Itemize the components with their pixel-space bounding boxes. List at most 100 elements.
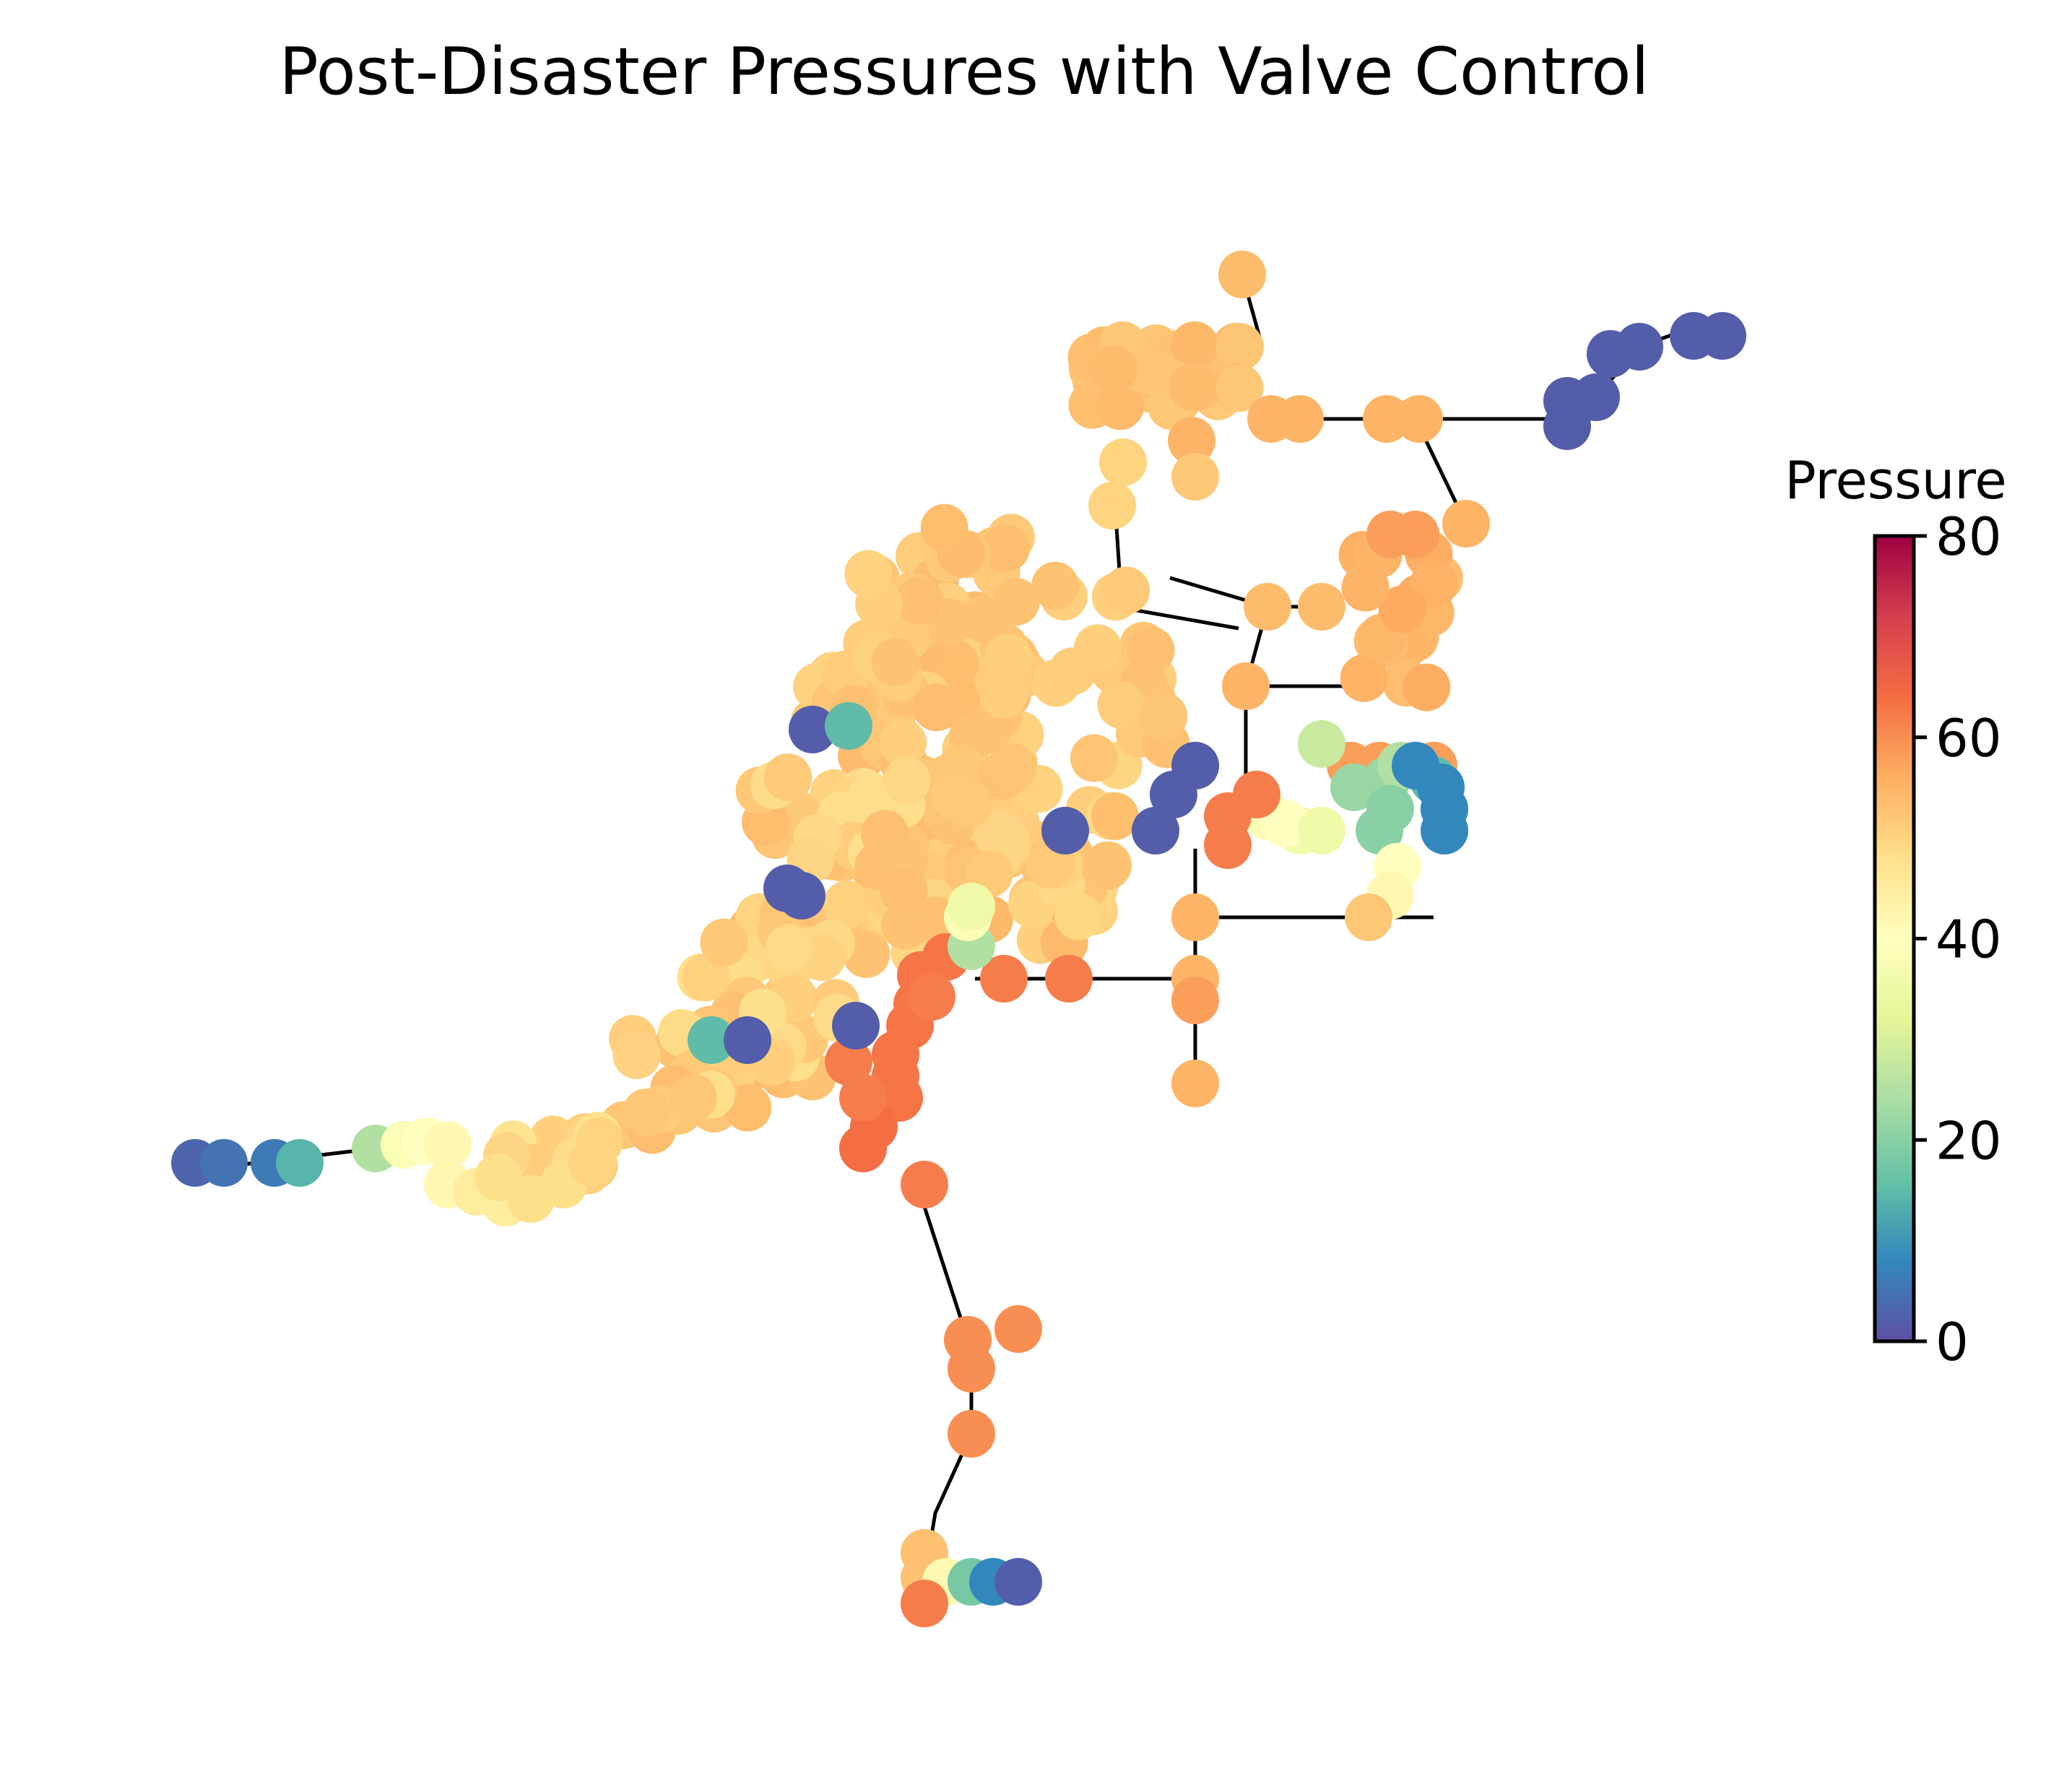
junction-node: [994, 1305, 1042, 1353]
junction-node: [1616, 323, 1663, 371]
junction-node: [984, 633, 1033, 682]
junction-node: [1054, 892, 1103, 940]
junction-node: [908, 973, 955, 1021]
junction-node: [1262, 800, 1309, 847]
junction-node: [1090, 345, 1138, 394]
junction-node: [200, 1139, 248, 1187]
junction-nodes: [171, 251, 1746, 1627]
junction-node: [871, 638, 919, 686]
junction-node: [623, 1088, 670, 1136]
junction-node: [1215, 364, 1264, 412]
junction-node: [883, 757, 931, 805]
junction-node: [1127, 348, 1176, 397]
junction-node: [1140, 692, 1188, 740]
junction-node: [901, 1161, 948, 1208]
junction-node: [1421, 807, 1468, 854]
junction-node: [1169, 363, 1217, 412]
junction-node: [1341, 563, 1390, 612]
junction-node: [763, 753, 812, 802]
junction-node: [1041, 807, 1089, 854]
junction-node: [1345, 893, 1392, 941]
colorbar-gradient: [1875, 536, 1914, 1341]
junction-node: [276, 1139, 324, 1187]
junction-node: [980, 955, 1028, 1003]
junction-node: [1102, 566, 1150, 615]
junction-node: [1442, 500, 1490, 547]
colorbar-tick-label: 20: [1936, 1110, 2002, 1171]
junction-node: [825, 1038, 872, 1086]
junction-node: [1127, 626, 1175, 675]
junction-node: [1204, 821, 1252, 869]
colorbar-ticks: 0 20 40 60 80: [1914, 506, 2002, 1372]
colorbar-tick-label: 60: [1936, 708, 2002, 769]
junction-node: [1096, 382, 1144, 430]
junction-node: [682, 953, 730, 1002]
junction-node: [989, 743, 1037, 792]
junction-node: [844, 550, 893, 598]
junction-node: [1083, 841, 1132, 890]
junction-node: [920, 503, 968, 552]
junction-node: [1395, 395, 1443, 443]
junction-node: [1171, 453, 1219, 501]
junction-node: [1168, 417, 1215, 464]
junction-node: [1073, 624, 1122, 672]
junction-node: [901, 1580, 948, 1627]
junction-node: [669, 1074, 717, 1122]
junction-node: [1298, 720, 1345, 768]
junction-node: [895, 576, 943, 625]
junction-node: [612, 1031, 661, 1080]
junction-node: [1247, 395, 1295, 443]
pressure-colorbar: Pressure 0 20 40 60 80: [1785, 450, 2006, 1372]
junction-node: [879, 719, 927, 767]
colorbar-tick-label: 40: [1936, 909, 2002, 970]
junction-node: [912, 683, 961, 732]
junction-node: [1543, 402, 1591, 450]
junction-node: [963, 706, 1011, 755]
junction-node: [1097, 680, 1145, 729]
junction-node: [832, 1002, 880, 1049]
junction-node: [1298, 807, 1345, 854]
junction-node: [1171, 893, 1219, 941]
junction-node: [1403, 663, 1451, 711]
junction-node: [1215, 323, 1264, 371]
junction-node: [688, 1016, 735, 1064]
chart-title: Post-Disaster Pressures with Valve Contr…: [279, 34, 1650, 110]
junction-node: [839, 1074, 887, 1122]
junction-node: [1699, 312, 1746, 360]
junction-node: [948, 1410, 995, 1458]
junction-node: [825, 702, 872, 750]
junction-node: [724, 1016, 771, 1064]
junction-node: [982, 524, 1031, 572]
junction-node: [1222, 662, 1270, 710]
colorbar-tick-label: 0: [1936, 1312, 1969, 1372]
junction-node: [763, 865, 811, 912]
junction-node: [1233, 771, 1280, 818]
junction-node: [765, 924, 813, 972]
junction-node: [948, 883, 995, 930]
junction-node: [979, 670, 1028, 719]
junction-node: [700, 918, 748, 966]
junction-node: [1171, 1060, 1219, 1107]
junction-node: [1132, 807, 1179, 854]
junction-node: [789, 706, 836, 753]
junction-node: [1099, 438, 1147, 486]
pipe: [915, 1184, 974, 1579]
junction-node: [880, 867, 928, 915]
junction-node: [1340, 654, 1388, 702]
junction-node: [1150, 771, 1197, 818]
junction-node: [1356, 807, 1403, 854]
junction-node: [1572, 373, 1620, 421]
junction-node: [1091, 792, 1139, 841]
junction-node: [1070, 734, 1118, 782]
junction-node: [823, 880, 871, 929]
junction-node: [424, 1121, 472, 1169]
junction-node: [945, 779, 993, 828]
junction-node: [839, 1125, 887, 1172]
junction-node: [1244, 583, 1291, 631]
junction-node: [948, 1345, 995, 1393]
junction-node: [961, 595, 1009, 644]
junction-node: [1218, 251, 1266, 298]
junction-node: [1088, 482, 1136, 529]
junction-node: [576, 1117, 623, 1165]
